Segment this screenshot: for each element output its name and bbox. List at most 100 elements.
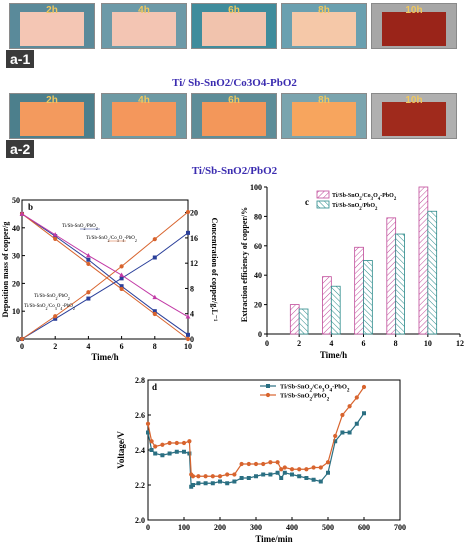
data-point (119, 286, 124, 292)
electrode-photo: 6h (191, 3, 277, 49)
electrode-photo: 10h (371, 3, 457, 49)
series-group (19, 209, 191, 342)
legend-label: Ti/Sb-SnO2/Co3O4-PbO2 (280, 384, 350, 394)
data-point (340, 430, 345, 435)
x-tick-label: 10 (184, 342, 192, 351)
series-group (146, 411, 366, 489)
y-tick-label: 40 (254, 271, 262, 280)
data-point (354, 421, 359, 426)
data-point (174, 449, 179, 454)
electrode-photo: 8h (281, 93, 367, 139)
time-label: 2h (46, 5, 58, 16)
x-tick-label: 8 (153, 342, 157, 351)
y2-tick-label: 12 (190, 259, 198, 268)
data-point (86, 296, 91, 301)
x-tick-label: 6 (120, 342, 124, 351)
y-tick-label: 2.2 (135, 481, 145, 490)
bar (354, 246, 364, 335)
data-point (275, 470, 280, 475)
bar (322, 276, 332, 335)
bar (298, 308, 309, 335)
data-point (217, 474, 223, 479)
data-point (152, 311, 157, 317)
data-point (185, 336, 191, 342)
y-tick-label: 50 (12, 196, 20, 205)
x-tick-label: 6 (362, 339, 366, 348)
chart-b: 0 2 4 6 8 1001020304050048121620Time/hDeposit… (1, 196, 219, 362)
electrode-photo: 8h (281, 3, 367, 49)
plot-frame (21, 199, 189, 340)
time-label: 8h (318, 95, 330, 106)
data-point (239, 476, 244, 480)
electrode-photo: 6h (191, 93, 277, 139)
data-point (152, 294, 158, 300)
data-point (186, 230, 190, 235)
data-point (232, 472, 237, 477)
data-point (167, 451, 172, 456)
data-point (86, 290, 91, 295)
data-point (52, 232, 58, 237)
data-point (167, 440, 172, 446)
bar (427, 210, 438, 335)
data-point (181, 440, 187, 446)
data-point (53, 314, 58, 319)
y2-tick-label: 8 (190, 284, 194, 293)
data-point (19, 336, 25, 342)
data-point (268, 460, 273, 465)
data-point (146, 430, 150, 435)
data-point (196, 474, 201, 479)
y-tick-label: 2.8 (135, 376, 145, 385)
data-point (304, 467, 309, 472)
data-point (145, 421, 151, 426)
data-point (254, 474, 258, 479)
electrode-photo: 4h (101, 93, 187, 139)
legend-swatch (316, 200, 330, 209)
electrode-sheet (20, 102, 84, 136)
data-point (325, 460, 331, 465)
y-tick-label: 20 (12, 279, 20, 288)
panel-letter-b: b (28, 202, 33, 212)
series-group (19, 211, 191, 319)
bar (289, 304, 300, 335)
data-point (203, 474, 208, 479)
data-point (261, 461, 266, 467)
data-point (282, 465, 287, 470)
y2-axis-label: Concentration of copper/g.L⁻¹ (210, 218, 219, 322)
data-point (119, 272, 124, 277)
data-point (86, 257, 91, 262)
time-label: 10h (405, 5, 423, 16)
panel-letter-c: c (305, 197, 309, 207)
annotation-label: Ti/Sb-SnO2/Co3O4-PbO2 (24, 304, 75, 311)
data-point (210, 481, 215, 486)
data-point (53, 236, 58, 242)
data-point (225, 481, 230, 486)
data-point (160, 442, 165, 447)
y-tick-label: 100 (250, 183, 262, 192)
x-tick-label: 700 (394, 523, 406, 532)
data-point (152, 255, 157, 260)
y-axis-label: Extraction efficiency of copper/% (240, 207, 249, 322)
x-axis-label: Time/h (320, 350, 347, 360)
y-tick-label: 0 (258, 330, 262, 339)
data-point (318, 479, 323, 484)
data-point (153, 451, 158, 456)
y2-tick-label: 20 (190, 209, 198, 218)
data-point (153, 444, 158, 449)
y-tick-label: 2.4 (135, 446, 145, 455)
data-point (290, 472, 294, 477)
y-axis-label: Deposition mass of copper/g (1, 222, 10, 318)
x-tick-label: 4 (329, 339, 333, 348)
data-point (253, 461, 259, 467)
data-point (232, 479, 237, 484)
data-point (318, 465, 323, 470)
electrode-sheet (202, 102, 266, 136)
data-point (225, 472, 230, 477)
x-tick-label: 400 (286, 523, 298, 532)
series-line (21, 211, 189, 340)
legend-label: Ti/Sb-SnO2/PbO2 (280, 393, 330, 403)
x-tick-label: 2 (53, 342, 57, 351)
data-point (282, 470, 287, 475)
y-tick-label: 30 (12, 252, 20, 261)
electrode-sheet (202, 12, 266, 46)
data-point (152, 237, 157, 242)
